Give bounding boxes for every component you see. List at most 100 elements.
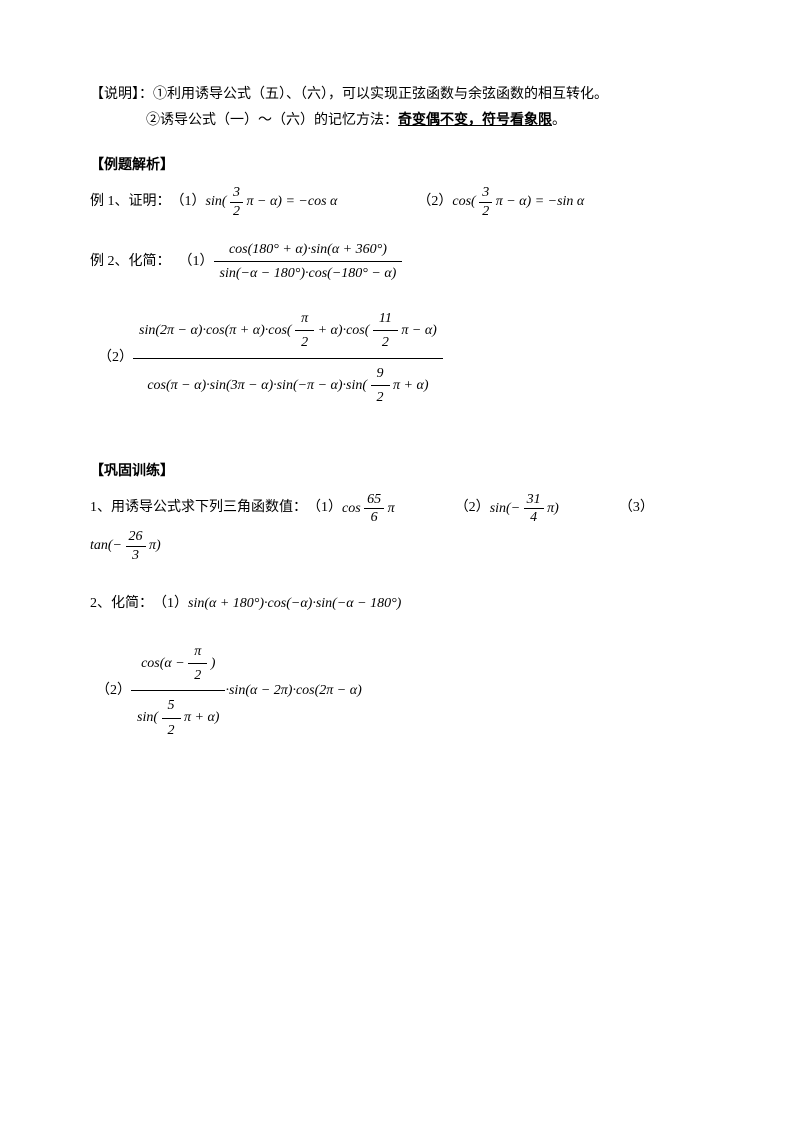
ex1p1-frac-num: 3 xyxy=(230,185,243,200)
practice-q1-p2-label: （2） xyxy=(455,497,490,519)
q2p2-den-f: 5 2 xyxy=(162,695,181,741)
practice-q2-p1-row: 2、化简： （1） sin(α + 180°)·cos(−α)·sin(−α −… xyxy=(90,593,710,615)
practice-q1-p2-eq: sin(− 31 4 π) xyxy=(490,492,559,526)
example-2-label: 例 2、化简： xyxy=(90,251,171,273)
frac-bar xyxy=(371,385,390,386)
ex1p2-frac-num: 3 xyxy=(479,185,492,200)
ex2p2-num: sin(2π − α)·cos(π + α)·cos( π 2 + α)·cos… xyxy=(133,305,443,357)
q1p1-frac: 65 6 xyxy=(364,492,384,526)
ex1p1-a: sin( xyxy=(206,194,227,209)
example-1-label: 例 1、证明： xyxy=(90,191,171,213)
frac-bar xyxy=(126,546,146,547)
ex2p2-num-f1d: 2 xyxy=(295,332,314,353)
explain-text-2a: ②诱导公式（一）～（六）的记忆方法： xyxy=(146,110,398,132)
ex2p2-den: cos(π − α)·sin(3π − α)·sin(−π − α)·sin( … xyxy=(141,360,434,412)
example-2-p1-label: （1） xyxy=(179,251,214,273)
explain-mnemonic: 奇变偶不变，符号看象限 xyxy=(398,110,552,132)
ex1p2-a: cos( xyxy=(452,194,475,209)
example-2-p1-row: 例 2、化简： （1） cos(180° + α)·sin(α + 360°) … xyxy=(90,239,710,285)
q2p2-den-fn: 5 xyxy=(162,695,181,716)
q1p3-den: 3 xyxy=(129,548,142,563)
example-2-p2-row: （2） sin(2π − α)·cos(π + α)·cos( π 2 + α)… xyxy=(90,305,710,412)
example-1-p2-eq: cos( 3 2 π − α) = −sin α xyxy=(452,185,584,219)
practice-q2-p1-label: （1） xyxy=(153,593,188,615)
ex2p2-den-a: cos(π − α)·sin(3π − α)·sin(−π − α)·sin( xyxy=(147,378,367,393)
ex2p1-num: cos(180° + α)·sin(α + 360°) xyxy=(223,239,393,260)
q1p2-den: 4 xyxy=(527,510,540,525)
practice-q2-p1-eq: sin(α + 180°)·cos(−α)·sin(−α − 180°) xyxy=(188,593,401,615)
example-2-p2-label: （2） xyxy=(90,347,133,369)
q2p2-num-fn: π xyxy=(188,641,207,662)
example-1-p2-label: （2） xyxy=(417,191,452,213)
q1p3-a: tan(− xyxy=(90,539,122,554)
explain-text-2c: 。 xyxy=(552,110,566,132)
q2p2-den-fd: 2 xyxy=(162,720,181,741)
practice-q2-p2-tail: ·sin(α − 2π)·cos(2π − α) xyxy=(225,680,361,702)
explain-line-1: 【说明】： ①利用诱导公式（五）、（六），可以实现正弦函数与余弦函数的相互转化。 xyxy=(90,84,710,106)
ex2p2-num-f1: π 2 xyxy=(295,308,314,354)
q1p3-b: π) xyxy=(149,539,161,554)
q1p1-b: π xyxy=(388,501,395,516)
ex2p2-den-f1: 9 2 xyxy=(371,363,390,409)
practice-q1-p3-eq: tan(− 26 3 π) xyxy=(90,529,161,563)
q2p2-num-f: π 2 xyxy=(188,641,207,687)
frac-bar xyxy=(214,261,403,262)
ex2p2-num-f1n: π xyxy=(295,308,314,329)
ex2p2-num-f2: 11 2 xyxy=(373,308,398,354)
ex2p2-num-a: sin(2π − α)·cos(π + α)·cos( xyxy=(139,323,292,338)
q2p2-den-b: π + α) xyxy=(184,711,219,726)
q1p3-num: 26 xyxy=(126,529,146,544)
q1p1-num: 65 xyxy=(364,492,384,507)
practice-q1-p1-label: （1） xyxy=(307,497,342,519)
practice-q1-label: 1、用诱导公式求下列三角函数值： xyxy=(90,497,307,519)
q1p2-b: π) xyxy=(547,501,559,516)
ex2p1-den: sin(−α − 180°)·cos(−180° − α) xyxy=(214,263,403,284)
practice-q2-label: 2、化简： xyxy=(90,593,153,615)
q2p2-num-fd: 2 xyxy=(188,665,207,686)
q2p2-den-a: sin( xyxy=(137,711,158,726)
q2p2-num-b: ) xyxy=(211,656,216,671)
frac-bar xyxy=(373,330,398,331)
frac-bar xyxy=(133,358,443,359)
explain-text-1: ①利用诱导公式（五）、（六），可以实现正弦函数与余弦函数的相互转化。 xyxy=(153,84,608,106)
frac-bar xyxy=(295,330,314,331)
q1p1-a: cos xyxy=(342,501,361,516)
example-1-p1-eq: sin( 3 2 π − α) = −cos α xyxy=(206,185,338,219)
example-1-row: 例 1、证明： （1） sin( 3 2 π − α) = −cos α （2）… xyxy=(90,185,710,219)
practice-q2-p2-row: （2） cos(α − π 2 ) sin( 5 2 π + α) ·sin(α… xyxy=(90,638,710,745)
ex2p2-den-f1d: 2 xyxy=(371,387,390,408)
practice-q1-p3-label: （3） xyxy=(619,497,654,519)
q1p1-den: 6 xyxy=(368,510,381,525)
practice-heading: 【巩固训练】 xyxy=(90,461,710,483)
q2p2-den: sin( 5 2 π + α) xyxy=(131,692,225,744)
ex1p1-b: π − α) = −cos α xyxy=(247,194,338,209)
frac-bar xyxy=(524,508,544,509)
q1p3-frac: 26 3 xyxy=(126,529,146,563)
ex2p2-den-f1n: 9 xyxy=(371,363,390,384)
practice-q2-p2-frac: cos(α − π 2 ) sin( 5 2 π + α) xyxy=(131,638,225,745)
ex2p2-num-b: + α)·cos( xyxy=(318,323,370,338)
ex1p1-frac: 3 2 xyxy=(230,185,243,219)
explain-label: 【说明】： xyxy=(90,84,153,106)
q1p2-a: sin(− xyxy=(490,501,520,516)
frac-bar xyxy=(230,202,243,203)
frac-bar xyxy=(188,663,207,664)
example-2-p2-frac: sin(2π − α)·cos(π + α)·cos( π 2 + α)·cos… xyxy=(133,305,443,412)
example-2-p1-frac: cos(180° + α)·sin(α + 360°) sin(−α − 180… xyxy=(214,239,403,285)
ex2p2-num-c: π − α) xyxy=(401,323,436,338)
q2p2-num-a: cos(α − xyxy=(141,656,188,671)
ex2p2-num-f2n: 11 xyxy=(373,308,398,329)
explain-line-2: ②诱导公式（一）～（六）的记忆方法： 奇变偶不变，符号看象限 。 xyxy=(90,110,710,132)
frac-bar xyxy=(162,718,181,719)
ex2p2-den-b: π + α) xyxy=(393,378,428,393)
examples-heading: 【例题解析】 xyxy=(90,155,710,177)
ex1p1-frac-den: 2 xyxy=(230,204,243,219)
example-1-p1-label: （1） xyxy=(171,191,206,213)
ex1p2-frac-den: 2 xyxy=(479,204,492,219)
frac-bar xyxy=(479,202,492,203)
practice-q1-p3-row: tan(− 26 3 π) xyxy=(90,529,710,563)
q2p2-num: cos(α − π 2 ) xyxy=(135,638,221,690)
q1p2-frac: 31 4 xyxy=(524,492,544,526)
q1p2-num: 31 xyxy=(524,492,544,507)
frac-bar xyxy=(364,508,384,509)
